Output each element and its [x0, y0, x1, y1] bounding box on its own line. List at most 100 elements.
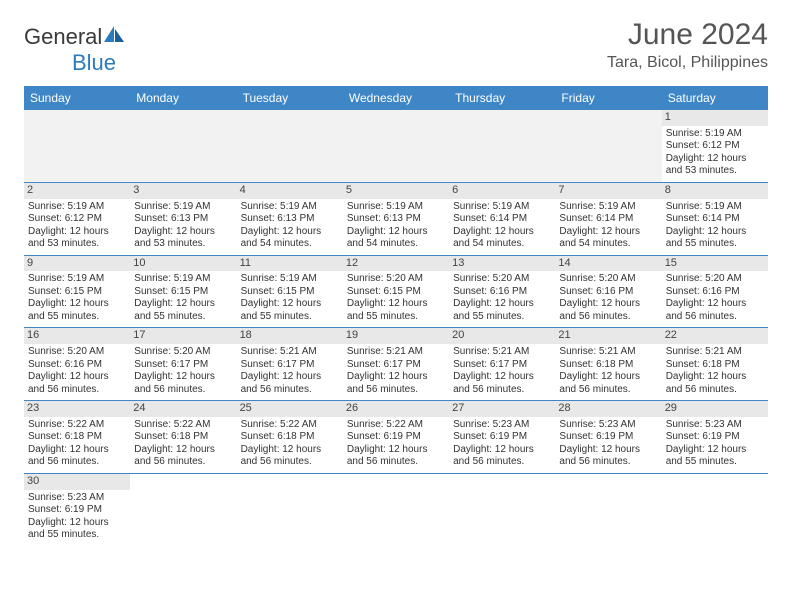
calendar-cell: 16 Sunrise: 5:20 AMSunset: 6:16 PMDayligh… — [24, 328, 130, 400]
daylight-text: and 56 minutes. — [453, 384, 551, 397]
daylight-text: and 53 minutes. — [666, 165, 764, 178]
sunset-text: Sunset: 6:18 PM — [134, 431, 232, 444]
day-content: Sunrise: 5:19 AMSunset: 6:12 PMDaylight:… — [28, 201, 126, 251]
day-number: 16 — [24, 328, 130, 344]
sunrise-text: Sunrise: 5:22 AM — [134, 419, 232, 432]
calendar-cell — [343, 110, 449, 182]
weekday-header: Wednesday — [343, 86, 449, 110]
calendar-cell — [237, 110, 343, 182]
daylight-text: Daylight: 12 hours — [134, 444, 232, 457]
calendar-cell: 13Sunrise: 5:20 AMSunset: 6:16 PMDayligh… — [449, 256, 555, 328]
calendar-cell: 12Sunrise: 5:20 AMSunset: 6:15 PMDayligh… — [343, 256, 449, 328]
daylight-text: Daylight: 12 hours — [28, 371, 126, 384]
day-content: Sunrise: 5:22 AMSunset: 6:19 PMDaylight:… — [347, 419, 445, 469]
calendar-row: 23Sunrise: 5:22 AMSunset: 6:18 PMDayligh… — [24, 401, 768, 474]
sunrise-text: Sunrise: 5:20 AM — [347, 273, 445, 286]
day-content: Sunrise: 5:19 AMSunset: 6:15 PMDaylight:… — [134, 273, 232, 323]
daylight-text: and 53 minutes. — [134, 238, 232, 251]
sunrise-text: Sunrise: 5:19 AM — [134, 201, 232, 214]
day-content: Sunrise: 5:23 AMSunset: 6:19 PMDaylight:… — [453, 419, 551, 469]
daylight-text: and 56 minutes. — [559, 456, 657, 469]
sunrise-text: Sunrise: 5:23 AM — [453, 419, 551, 432]
calendar-cell: 9Sunrise: 5:19 AMSunset: 6:15 PMDaylight… — [24, 256, 130, 328]
sunset-text: Sunset: 6:16 PM — [666, 286, 764, 299]
weekday-header: Tuesday — [237, 86, 343, 110]
day-number: 20 — [449, 328, 555, 344]
day-number: 21 — [555, 328, 661, 344]
day-content: Sunrise: 5:19 AMSunset: 6:12 PMDaylight:… — [666, 128, 764, 178]
daylight-text: Daylight: 12 hours — [347, 226, 445, 239]
day-number: 17 — [130, 328, 236, 344]
sunrise-text: Sunrise: 5:19 AM — [453, 201, 551, 214]
daylight-text: and 54 minutes. — [241, 238, 339, 251]
day-content: Sunrise: 5:22 AMSunset: 6:18 PMDaylight:… — [241, 419, 339, 469]
sunrise-text: Sunrise: 5:19 AM — [134, 273, 232, 286]
day-content: Sunrise: 5:21 AMSunset: 6:17 PMDaylight:… — [241, 346, 339, 396]
sunset-text: Sunset: 6:17 PM — [347, 359, 445, 372]
daylight-text: and 55 minutes. — [666, 456, 764, 469]
daylight-text: Daylight: 12 hours — [28, 517, 126, 530]
brand-text: GeneralBlue — [24, 24, 128, 76]
daylight-text: Daylight: 12 hours — [559, 226, 657, 239]
brand-part2: Blue — [72, 50, 116, 75]
day-number: 28 — [555, 401, 661, 417]
calendar-cell: 7Sunrise: 5:19 AMSunset: 6:14 PMDaylight… — [555, 183, 661, 255]
daylight-text: and 56 minutes. — [134, 456, 232, 469]
calendar-cell — [343, 474, 449, 546]
day-content: Sunrise: 5:20 AMSunset: 6:16 PMDaylight:… — [28, 346, 126, 396]
sunrise-text: Sunrise: 5:20 AM — [559, 273, 657, 286]
daylight-text: Daylight: 12 hours — [666, 444, 764, 457]
calendar-cell — [24, 110, 130, 182]
sunrise-text: Sunrise: 5:19 AM — [666, 128, 764, 141]
daylight-text: and 56 minutes. — [134, 384, 232, 397]
calendar-cell: 23Sunrise: 5:22 AMSunset: 6:18 PMDayligh… — [24, 401, 130, 473]
calendar-row: 2Sunrise: 5:19 AMSunset: 6:12 PMDaylight… — [24, 183, 768, 256]
day-content: Sunrise: 5:19 AMSunset: 6:13 PMDaylight:… — [347, 201, 445, 251]
day-number: 5 — [343, 183, 449, 199]
day-number: 6 — [449, 183, 555, 199]
daylight-text: and 55 minutes. — [347, 311, 445, 324]
daylight-text: Daylight: 12 hours — [241, 371, 339, 384]
weekday-header: Friday — [555, 86, 661, 110]
brand-logo: GeneralBlue — [24, 24, 128, 76]
day-number: 15 — [662, 256, 768, 272]
daylight-text: and 56 minutes. — [28, 384, 126, 397]
sunrise-text: Sunrise: 5:21 AM — [347, 346, 445, 359]
location-text: Tara, Bicol, Philippines — [607, 54, 768, 72]
sunset-text: Sunset: 6:19 PM — [666, 431, 764, 444]
sunrise-text: Sunrise: 5:21 AM — [559, 346, 657, 359]
calendar-cell — [130, 110, 236, 182]
day-number: 3 — [130, 183, 236, 199]
day-content: Sunrise: 5:19 AMSunset: 6:13 PMDaylight:… — [241, 201, 339, 251]
daylight-text: and 56 minutes. — [559, 311, 657, 324]
daylight-text: Daylight: 12 hours — [347, 371, 445, 384]
sunrise-text: Sunrise: 5:19 AM — [28, 201, 126, 214]
day-content: Sunrise: 5:19 AMSunset: 6:14 PMDaylight:… — [559, 201, 657, 251]
sunset-text: Sunset: 6:15 PM — [28, 286, 126, 299]
daylight-text: Daylight: 12 hours — [347, 298, 445, 311]
daylight-text: Daylight: 12 hours — [28, 226, 126, 239]
sunrise-text: Sunrise: 5:23 AM — [666, 419, 764, 432]
daylight-text: and 55 minutes. — [134, 311, 232, 324]
brand-part1: General — [24, 24, 102, 49]
daylight-text: and 55 minutes. — [666, 238, 764, 251]
calendar-cell: 26Sunrise: 5:22 AMSunset: 6:19 PMDayligh… — [343, 401, 449, 473]
day-number: 11 — [237, 256, 343, 272]
sail-icon — [104, 24, 126, 50]
sunset-text: Sunset: 6:17 PM — [241, 359, 339, 372]
calendar-cell: 17Sunrise: 5:20 AMSunset: 6:17 PMDayligh… — [130, 328, 236, 400]
day-content: Sunrise: 5:19 AMSunset: 6:15 PMDaylight:… — [28, 273, 126, 323]
daylight-text: and 56 minutes. — [666, 311, 764, 324]
daylight-text: Daylight: 12 hours — [453, 298, 551, 311]
daylight-text: Daylight: 12 hours — [241, 444, 339, 457]
sunrise-text: Sunrise: 5:19 AM — [241, 273, 339, 286]
sunrise-text: Sunrise: 5:19 AM — [559, 201, 657, 214]
sunset-text: Sunset: 6:13 PM — [241, 213, 339, 226]
day-number: 25 — [237, 401, 343, 417]
sunset-text: Sunset: 6:15 PM — [241, 286, 339, 299]
daylight-text: Daylight: 12 hours — [28, 298, 126, 311]
calendar-cell: 5 Sunrise: 5:19 AMSunset: 6:13 PMDaylight… — [343, 183, 449, 255]
daylight-text: Daylight: 12 hours — [666, 226, 764, 239]
sunset-text: Sunset: 6:16 PM — [453, 286, 551, 299]
calendar-row: 1Sunrise: 5:19 AMSunset: 6:12 PMDaylight… — [24, 110, 768, 183]
